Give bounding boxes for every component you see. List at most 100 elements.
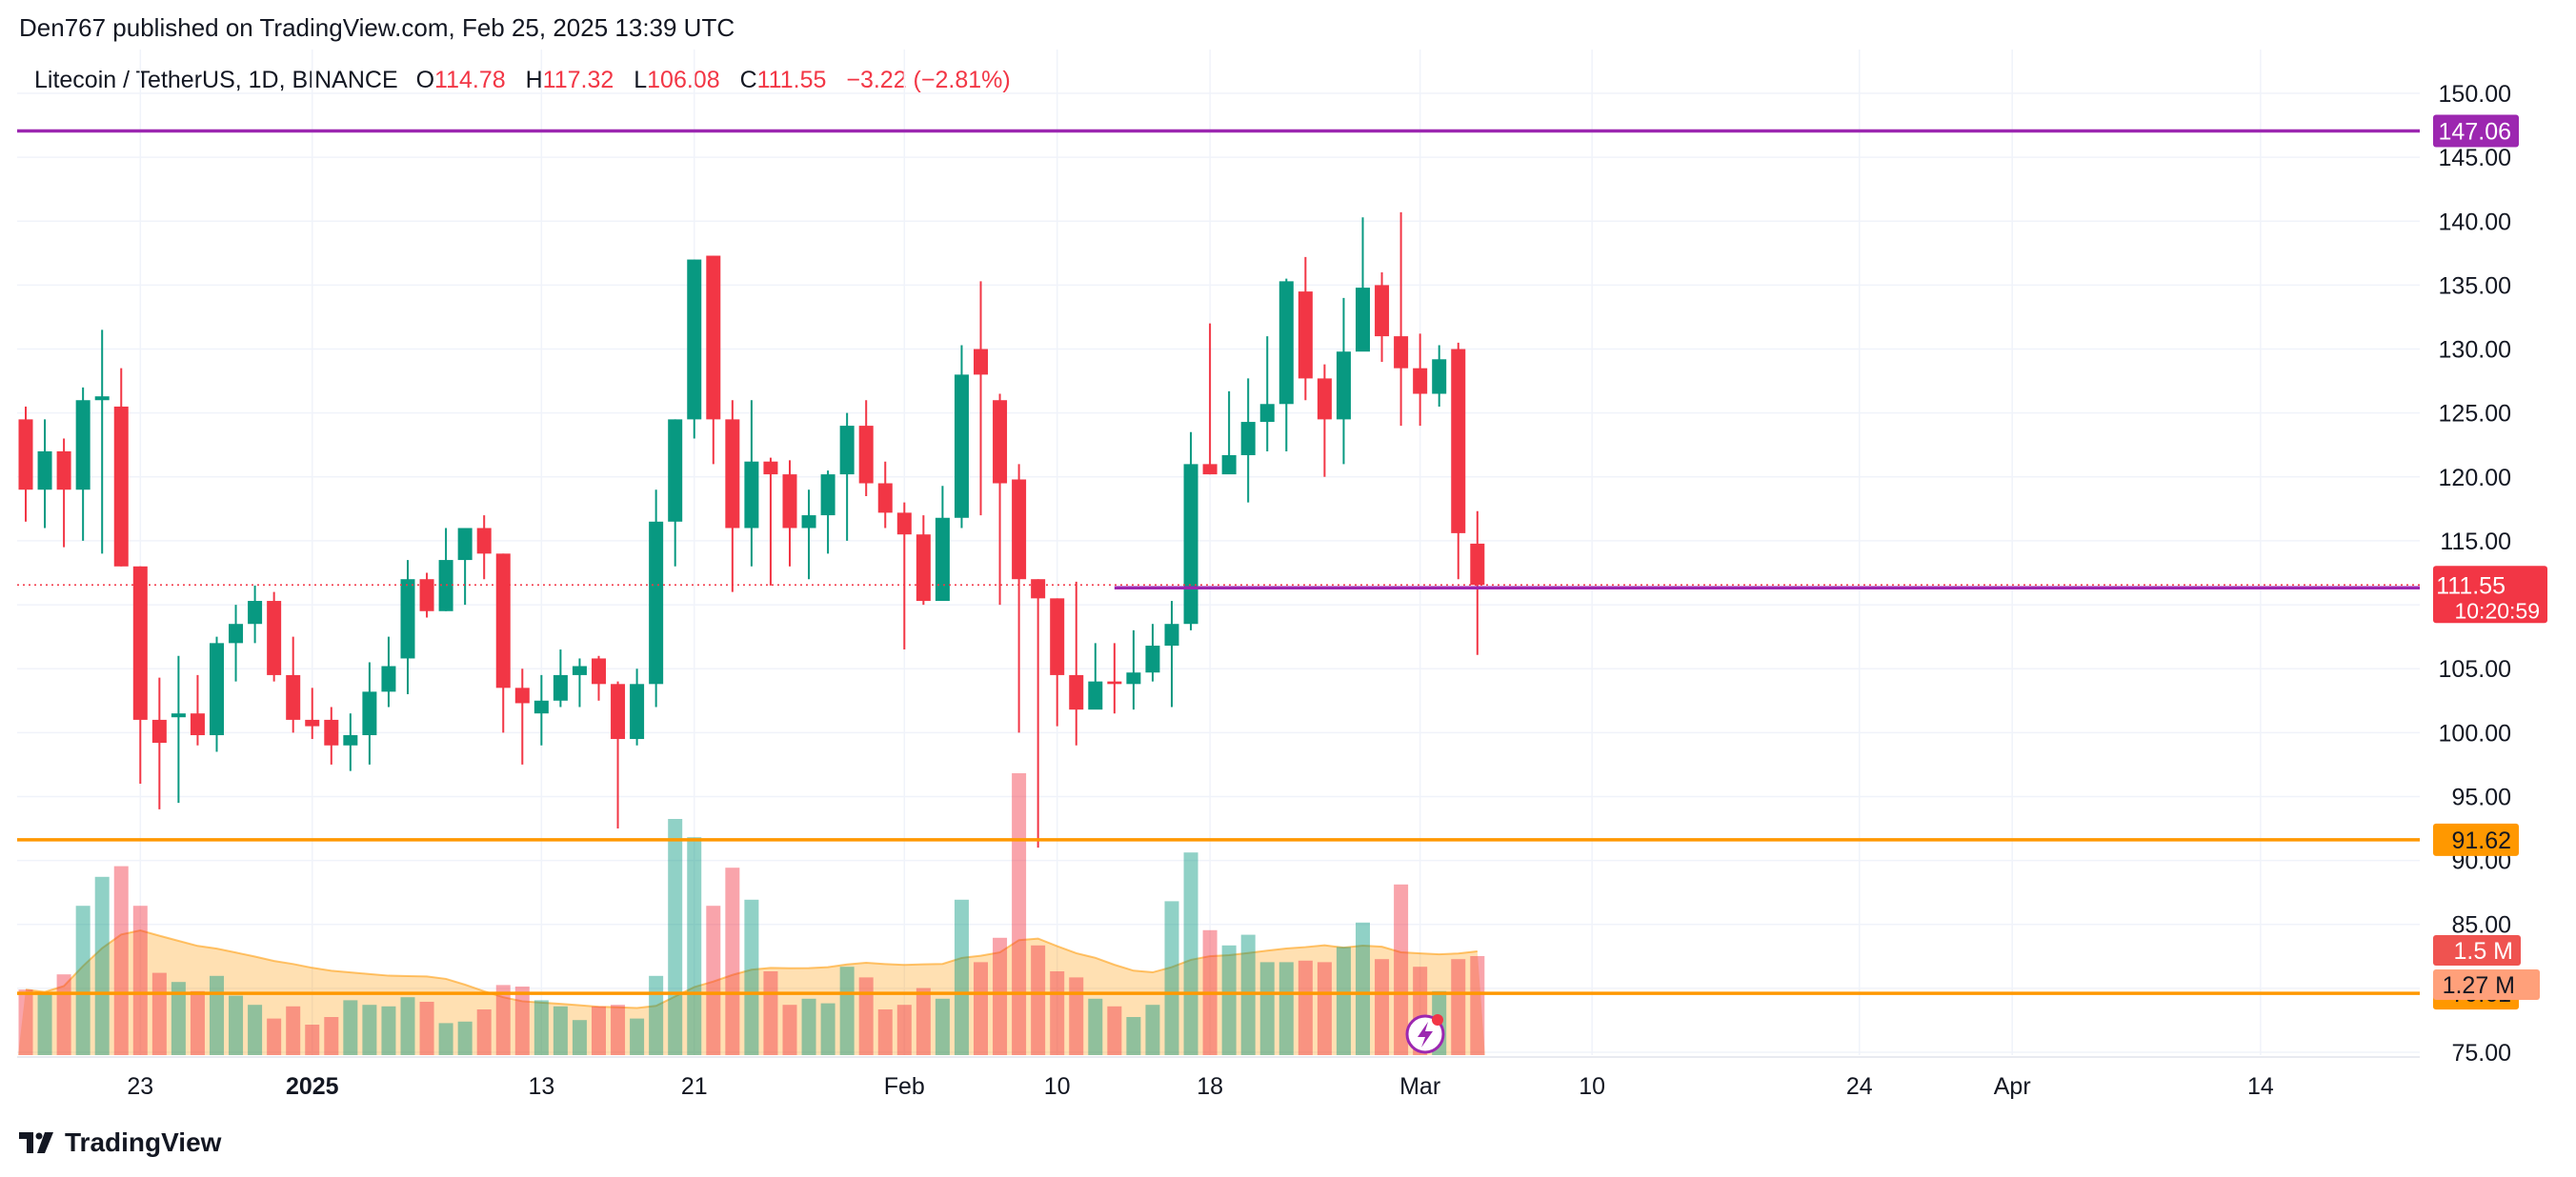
open-label: O — [415, 67, 435, 93]
price-tick-label: 85.00 — [2451, 912, 2511, 939]
candle-body — [286, 674, 301, 720]
date-tick-label: 24 — [1846, 1073, 1873, 1100]
volume-bar — [190, 990, 205, 1055]
candle-body — [37, 450, 52, 490]
close-label: C — [739, 67, 757, 93]
close-value: 111.55 — [756, 67, 827, 93]
volume-bar — [687, 837, 702, 1055]
volume-bar — [935, 998, 950, 1055]
volume-bar — [858, 977, 874, 1055]
price-tick-label: 130.00 — [2439, 337, 2511, 364]
candle-body — [935, 517, 950, 602]
volume-bar — [1145, 1005, 1160, 1055]
volume-bar — [381, 1006, 396, 1055]
candle-body — [1126, 672, 1141, 685]
volume-bar — [495, 985, 511, 1055]
candle-body — [611, 684, 626, 740]
volume-bar — [1259, 962, 1275, 1055]
candle-body — [1451, 349, 1466, 533]
volume-bar — [132, 906, 148, 1055]
low-value: 106.08 — [647, 67, 720, 93]
volume-bar — [649, 975, 664, 1055]
volume-bar — [94, 876, 110, 1055]
candle-body — [668, 419, 683, 522]
date-tick-label: 2025 — [286, 1073, 339, 1100]
price-tick-label: 100.00 — [2439, 720, 2511, 747]
date-tick-label: 10 — [1579, 1073, 1605, 1100]
line-price-label: 147.06 — [2439, 118, 2511, 145]
volume-bar — [18, 989, 33, 1055]
price-tick-label: 140.00 — [2439, 209, 2511, 235]
candle-body — [1031, 579, 1046, 599]
volume-bar — [839, 967, 855, 1055]
candle-body — [94, 396, 110, 401]
line-price-label-bg — [2433, 114, 2519, 148]
volume-bar — [668, 819, 683, 1055]
publisher-info: Den767 published on TradingView.com, Feb… — [19, 13, 735, 42]
candle-body — [1240, 422, 1256, 455]
volume-bar — [725, 868, 740, 1055]
candle-body — [993, 400, 1008, 484]
candle-body — [630, 684, 645, 740]
volume-bar — [801, 998, 816, 1055]
candle-body — [457, 528, 473, 561]
candle-body — [171, 713, 186, 718]
volume-bar — [1278, 962, 1294, 1055]
candle-body — [706, 255, 721, 420]
volume-bar — [1451, 959, 1466, 1055]
candle-body — [75, 400, 91, 490]
volume-bar — [1164, 901, 1179, 1055]
candles — [18, 211, 1485, 848]
price-tick-label: 95.00 — [2451, 784, 2511, 810]
price-tick-label: 75.00 — [2451, 1040, 2511, 1067]
candle-body — [113, 406, 129, 567]
candle-body — [533, 700, 549, 714]
candle-body — [476, 528, 492, 554]
candle-body — [1298, 291, 1313, 379]
last-price-label-bg — [2433, 566, 2547, 624]
candle-body — [1069, 674, 1084, 710]
candle-body — [419, 579, 434, 611]
symbol-legend[interactable]: Litecoin / TetherUS, 1D, BINANCE O114.78… — [34, 67, 1011, 94]
candle-body — [649, 521, 664, 685]
candle-body — [1356, 288, 1370, 352]
candle-body — [267, 601, 282, 675]
candle-body — [151, 719, 167, 744]
volume-bar — [1050, 971, 1065, 1055]
volume-bar — [248, 1005, 263, 1055]
tradingview-brand: TradingView — [65, 1127, 222, 1157]
volume-bar — [1336, 947, 1351, 1055]
candle-body — [1107, 681, 1122, 685]
time-axis[interactable]: 23 2025 13 21 Feb 10 18 Mar 10 24 Apr 14 — [127, 1073, 2273, 1100]
symbol-title[interactable]: Litecoin / TetherUS, 1D, BINANCE — [34, 67, 398, 93]
candle-body — [1394, 336, 1409, 369]
candle-body — [1088, 681, 1103, 710]
horizontal-lines[interactable] — [17, 129, 2420, 995]
tradingview-logo[interactable]: TradingView — [19, 1127, 221, 1158]
volume-bar — [362, 1005, 377, 1055]
lightning-icon[interactable] — [1405, 1014, 1445, 1054]
candle-body — [974, 349, 988, 375]
volume-bar — [1088, 998, 1103, 1055]
volume-bar — [210, 975, 224, 1055]
candle-body — [725, 419, 740, 529]
candle-body — [1202, 464, 1218, 475]
price-tick-label: 150.00 — [2439, 81, 2511, 108]
volume-bar — [1317, 962, 1332, 1055]
candle-body — [1336, 351, 1351, 420]
date-tick-label: 18 — [1197, 1073, 1223, 1100]
date-tick-label: 13 — [528, 1073, 554, 1100]
volume-bar — [171, 982, 186, 1055]
volume-bar — [75, 906, 91, 1055]
price-tick-label: 120.00 — [2439, 465, 2511, 491]
volume-bar — [630, 1018, 645, 1055]
volume-bar — [56, 974, 71, 1055]
candle-body — [1432, 359, 1447, 394]
volume-bar — [782, 1005, 797, 1055]
date-tick-label: Mar — [1399, 1073, 1440, 1100]
volume-bar — [151, 972, 167, 1055]
candle-body — [514, 688, 530, 704]
volume-bar — [820, 1003, 835, 1055]
volume-bar — [916, 987, 931, 1055]
